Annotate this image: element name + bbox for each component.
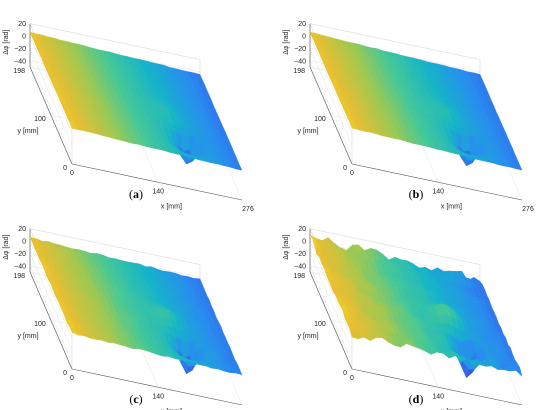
x-tick-label: 0 xyxy=(70,170,74,177)
surface-plot-0: 20 0 −20 −40 Δφ [rad] 198 100 0 y [mm] 0 140 276 x [… xyxy=(3,21,254,213)
x-tick-label: 276 xyxy=(522,206,534,213)
z-tick-label: −40 xyxy=(294,58,306,65)
x-axis-label: x [mm] xyxy=(441,408,462,410)
y-tick-label: 0 xyxy=(343,370,347,377)
y-tick-label: 0 xyxy=(343,165,347,172)
y-tick-label: 100 xyxy=(34,116,46,123)
x-axis-label: x [mm] xyxy=(161,203,182,210)
z-tick-label: 0 xyxy=(302,239,306,246)
x-tick-label: 0 xyxy=(350,375,354,382)
y-tick-label: 198 xyxy=(293,68,305,75)
y-tick-label: 198 xyxy=(13,68,25,75)
z-tick-label: −40 xyxy=(14,58,26,65)
z-axis-label: Δφ [rad] xyxy=(283,235,290,260)
y-axis-label: y [mm] xyxy=(18,333,39,340)
surface-plot-1: 20 0 −20 −40 Δφ [rad] 198 100 0 y [mm] 0 140 276 x [… xyxy=(283,21,534,213)
x-tick-label: 140 xyxy=(432,393,444,400)
z-tick-label: −20 xyxy=(294,251,306,258)
y-tick-label: 100 xyxy=(314,116,326,123)
x-tick-label: 0 xyxy=(350,170,354,177)
z-tick-label: 0 xyxy=(22,34,26,41)
panel-caption: (b) xyxy=(408,187,424,201)
z-tick-label: −40 xyxy=(14,263,26,270)
z-tick-label: 20 xyxy=(298,226,306,233)
panel-caption: (a) xyxy=(129,187,143,201)
z-tick-label: 20 xyxy=(298,21,306,28)
surface-mesh xyxy=(29,236,243,375)
y-tick-label: 0 xyxy=(63,370,67,377)
surface-mesh xyxy=(309,234,523,379)
x-tick-label: 140 xyxy=(152,188,164,195)
z-tick-label: −20 xyxy=(14,46,26,53)
z-tick-label: 20 xyxy=(18,226,26,233)
x-tick-label: 0 xyxy=(70,375,74,382)
y-tick-label: 0 xyxy=(63,165,67,172)
z-axis-label: Δφ [rad] xyxy=(3,235,10,260)
z-tick-label: −20 xyxy=(14,251,26,258)
surface-mesh xyxy=(309,31,523,171)
z-axis-label: Δφ [rad] xyxy=(283,30,290,55)
x-axis-label: x [mm] xyxy=(441,203,462,210)
z-tick-label: 0 xyxy=(302,34,306,41)
x-axis-label: x [mm] xyxy=(161,408,182,410)
panel-caption: (c) xyxy=(129,392,143,406)
z-tick-label: −20 xyxy=(294,46,306,53)
x-tick-label: 276 xyxy=(242,206,254,213)
y-axis-label: y [mm] xyxy=(18,128,39,135)
y-tick-label: 198 xyxy=(293,273,305,280)
y-tick-label: 100 xyxy=(314,321,326,328)
z-tick-label: 0 xyxy=(22,239,26,246)
y-tick-label: 100 xyxy=(34,321,46,328)
x-tick-label: 140 xyxy=(152,393,164,400)
z-tick-label: 20 xyxy=(18,21,26,28)
x-tick-label: 140 xyxy=(432,188,444,195)
z-tick-label: −40 xyxy=(294,263,306,270)
surface-mesh xyxy=(29,31,243,171)
z-axis-label: Δφ [rad] xyxy=(3,30,10,55)
y-axis-label: y [mm] xyxy=(298,333,319,340)
panel-caption: (d) xyxy=(408,392,424,406)
y-tick-label: 198 xyxy=(13,273,25,280)
y-axis-label: y [mm] xyxy=(298,128,319,135)
